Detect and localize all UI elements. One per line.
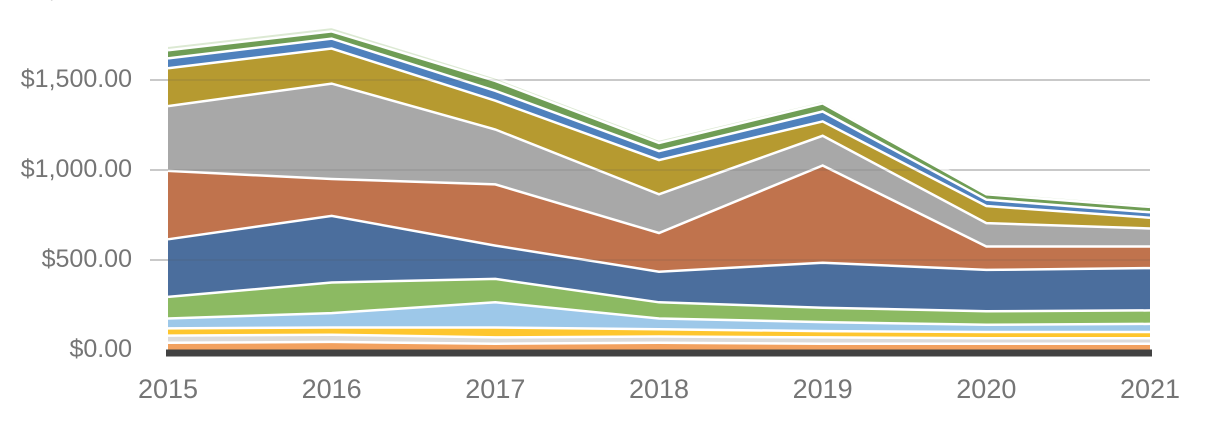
band-separator-rust xyxy=(167,164,1150,248)
band-separator-dark-blue xyxy=(167,214,1151,273)
x-tick-label: 2015 xyxy=(137,374,199,404)
area-band-dark-blue xyxy=(168,215,1150,312)
area-band-green xyxy=(168,278,1150,325)
y-tick-label: $0.00 xyxy=(69,335,132,363)
band-separator-orange xyxy=(167,340,1150,345)
x-tick-label: 2021 xyxy=(1119,374,1181,404)
band-separator-light-blue xyxy=(167,301,1151,327)
y-tick-label: $500.00 xyxy=(41,245,132,273)
x-axis-baseline xyxy=(166,349,1152,357)
band-separator-gray xyxy=(167,82,1151,230)
band-separator-blue xyxy=(167,37,1151,214)
x-tick-label: 2018 xyxy=(628,374,690,404)
band-separator-dark-green xyxy=(167,30,1151,209)
area-band-gold xyxy=(168,48,1150,229)
y-tick-label: $1,000.00 xyxy=(20,155,132,183)
y-tick-label: $1,500.00 xyxy=(20,65,132,93)
band-separator-yellow xyxy=(167,326,1150,334)
x-tick-label: 2019 xyxy=(792,374,853,404)
x-tick-label: 2020 xyxy=(956,374,1017,404)
area-band-rust xyxy=(168,165,1150,272)
x-tick-label: 2017 xyxy=(465,374,526,404)
band-separator-pale-green xyxy=(167,25,1151,206)
band-separator-gold xyxy=(167,47,1151,219)
band-separator-green xyxy=(167,277,1151,313)
x-tick-label: 2016 xyxy=(301,374,362,404)
band-separator-light-gray xyxy=(167,333,1150,340)
y-tick-label-clipped: $2,000.00 xyxy=(0,0,132,2)
